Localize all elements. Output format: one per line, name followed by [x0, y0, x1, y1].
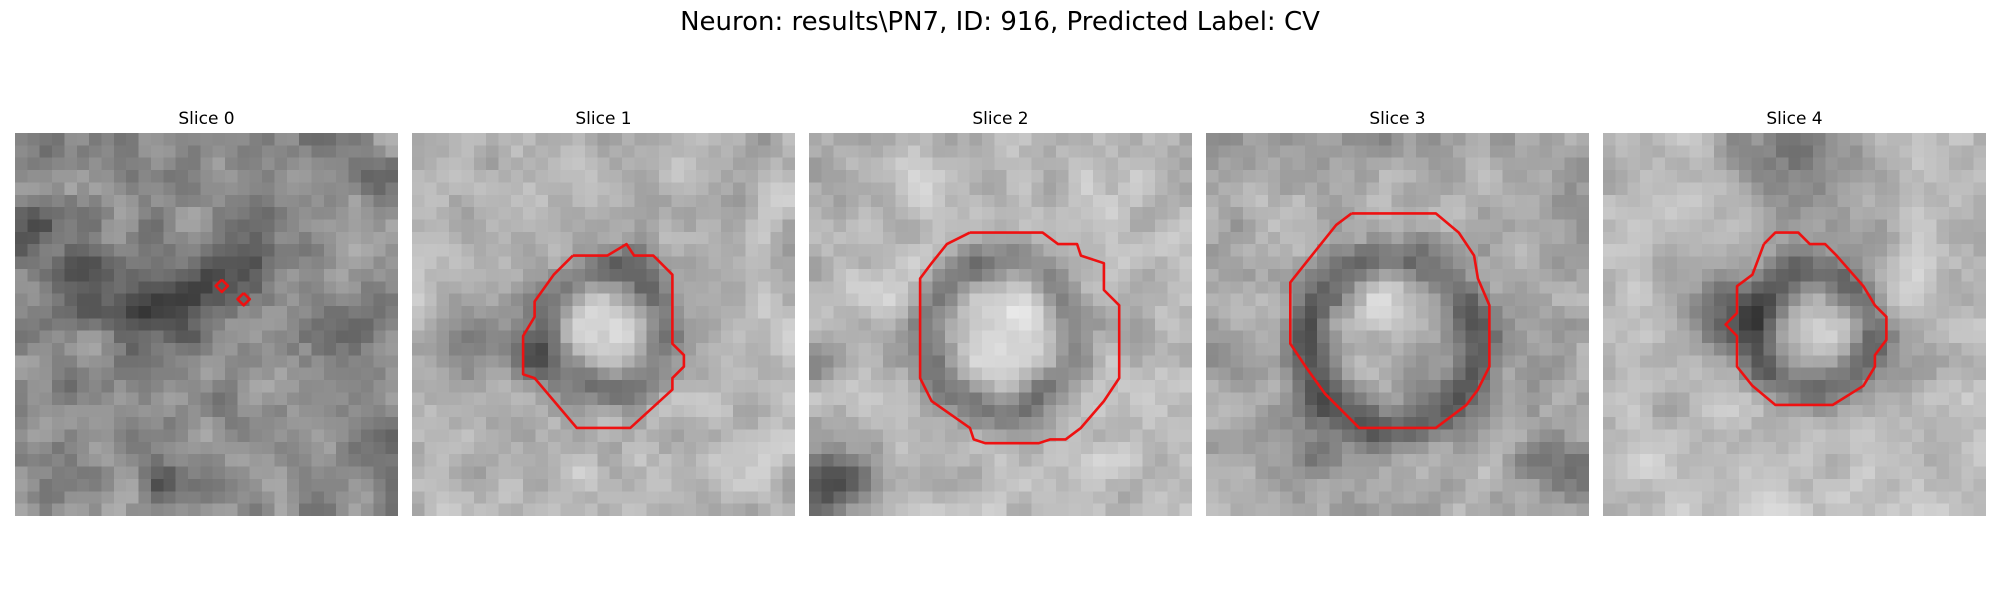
slice-title-0: Slice 0	[178, 109, 235, 129]
contour-outline	[214, 278, 230, 294]
pixel-grid	[1603, 133, 1986, 516]
slice-image-2	[809, 133, 1192, 516]
pixel-grid	[412, 133, 795, 516]
pixel-grid	[809, 133, 1192, 516]
slice-title-1: Slice 1	[575, 109, 632, 129]
slice-panel-4: Slice 4	[1603, 108, 1986, 516]
slice-panel-1: Slice 1	[412, 108, 795, 516]
contour-outline	[1289, 212, 1491, 430]
contour-outline	[1724, 231, 1888, 407]
figure-title: Neuron: results\PN7, ID: 916, Predicted …	[680, 7, 1320, 37]
slice-panel-0: Slice 0	[15, 108, 398, 516]
slice-title-4: Slice 4	[1766, 109, 1823, 129]
slice-image-4	[1603, 133, 1986, 516]
contour-outline	[521, 242, 686, 430]
slice-panel-2: Slice 2	[809, 108, 1192, 516]
pixel-grid	[15, 133, 398, 516]
slice-panel-3: Slice 3	[1206, 108, 1589, 516]
slice-image-0	[15, 133, 398, 516]
slice-image-1	[412, 133, 795, 516]
contour-outline	[236, 292, 252, 307]
slice-image-3	[1206, 133, 1589, 516]
pixel-grid	[1206, 133, 1589, 516]
slice-title-3: Slice 3	[1369, 109, 1426, 129]
contour-outline	[918, 231, 1121, 445]
slice-title-2: Slice 2	[972, 109, 1029, 129]
